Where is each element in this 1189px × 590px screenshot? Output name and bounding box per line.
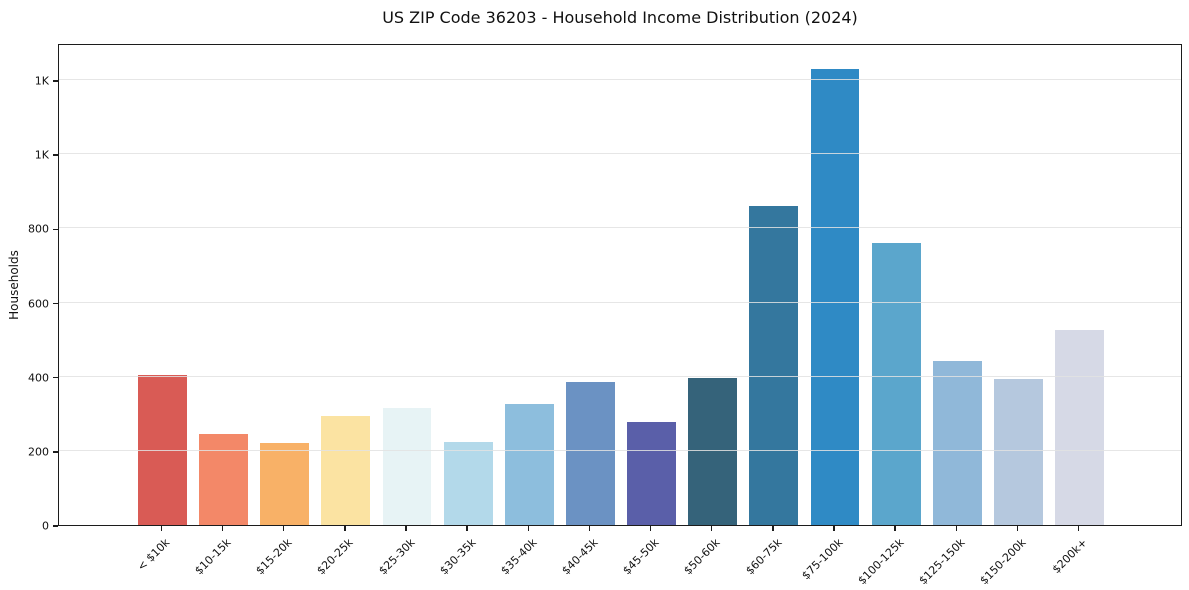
bar-$20-25k bbox=[321, 415, 371, 525]
y-tick-label: 1K bbox=[34, 74, 49, 88]
y-tick-label: 400 bbox=[28, 371, 49, 385]
bar-$125-150k bbox=[932, 360, 982, 525]
x-tick-mark bbox=[405, 526, 407, 531]
x-tick-mark bbox=[282, 526, 285, 531]
x-tick-label-$125-150k: $125-150k bbox=[916, 536, 968, 588]
gridline-200 bbox=[59, 449, 1181, 451]
x-tick-mark bbox=[344, 526, 346, 531]
bar-$200k+ bbox=[1055, 329, 1105, 525]
gridline-600 bbox=[59, 301, 1181, 303]
x-tick-mark bbox=[1016, 526, 1019, 531]
bar-$40-45k bbox=[565, 381, 615, 525]
x-tick-label-$45-50k: $45-50k bbox=[620, 536, 662, 578]
x-tick-mark bbox=[649, 526, 652, 531]
x-tick-label-$100-125k: $100-125k bbox=[855, 536, 907, 588]
x-tick-mark bbox=[1077, 526, 1080, 531]
x-tick-mark bbox=[160, 526, 163, 531]
y-tick-mark bbox=[53, 302, 58, 305]
x-tick-mark bbox=[710, 526, 713, 531]
bar-$50-60k bbox=[688, 377, 738, 525]
x-tick-label-$200k+: $200k+ bbox=[1049, 536, 1090, 577]
x-tick-label-$60-75k: $60-75k bbox=[742, 536, 785, 578]
x-tick-mark bbox=[221, 526, 224, 531]
bar-$150-200k bbox=[994, 378, 1043, 525]
bar-$25-30k bbox=[382, 408, 432, 525]
chart-title: US ZIP Code 36203 - Household Income Dis… bbox=[382, 8, 858, 27]
y-tick-label: 800 bbox=[28, 222, 49, 236]
y-tick-mark bbox=[53, 80, 58, 82]
y-tick-label: 1K bbox=[34, 148, 49, 162]
gridline-800 bbox=[59, 227, 1181, 229]
x-tick-label-$20-25k: $20-25k bbox=[314, 536, 356, 578]
bar-$35-40k bbox=[504, 403, 554, 525]
x-tick-label-$25-30k: $25-30k bbox=[375, 536, 418, 578]
x-tick-label-$40-45k: $40-45k bbox=[559, 536, 601, 578]
y-tick-label: 200 bbox=[28, 445, 49, 459]
y-tick-mark bbox=[53, 376, 58, 379]
y-tick-mark bbox=[53, 154, 58, 156]
x-tick-label-$15-20k: $15-20k bbox=[253, 536, 295, 578]
y-tick-label: 0 bbox=[42, 519, 49, 533]
bar-$45-50k bbox=[627, 421, 677, 525]
x-tick-label-$10-15k: $10-15k bbox=[192, 536, 234, 578]
x-tick-mark bbox=[588, 526, 591, 531]
x-tick-mark bbox=[527, 526, 530, 531]
bar-$75-100k bbox=[810, 68, 860, 525]
bar-$100-125k bbox=[871, 243, 921, 525]
x-tick-label-$50-60k: $50-60k bbox=[681, 536, 723, 578]
bar-$10-15k bbox=[199, 434, 248, 525]
x-tick-mark bbox=[894, 526, 896, 531]
bar-$30-35k bbox=[443, 441, 493, 525]
y-tick-mark bbox=[53, 451, 58, 453]
x-tick-mark bbox=[955, 526, 958, 531]
gridline-1K bbox=[59, 153, 1181, 155]
bar-$15-20k bbox=[260, 443, 310, 525]
gridline-400 bbox=[59, 375, 1181, 377]
gridline-1K bbox=[59, 79, 1181, 81]
x-tick-label-$75-100k: $75-100k bbox=[799, 536, 846, 583]
y-tick-mark bbox=[53, 228, 58, 231]
x-tick-label-< $10k: < $10k bbox=[134, 536, 173, 574]
x-tick-label-$30-35k: $30-35k bbox=[437, 536, 479, 578]
x-tick-mark bbox=[772, 526, 774, 531]
y-tick-label: 600 bbox=[28, 297, 49, 311]
y-tick-mark bbox=[53, 525, 58, 527]
x-tick-label-$35-40k: $35-40k bbox=[498, 536, 540, 578]
x-tick-mark bbox=[833, 526, 835, 531]
x-tick-mark bbox=[466, 526, 468, 531]
plot-area bbox=[58, 44, 1182, 526]
bar-$60-75k bbox=[749, 206, 799, 525]
x-tick-label-$150-200k: $150-200k bbox=[977, 536, 1029, 588]
